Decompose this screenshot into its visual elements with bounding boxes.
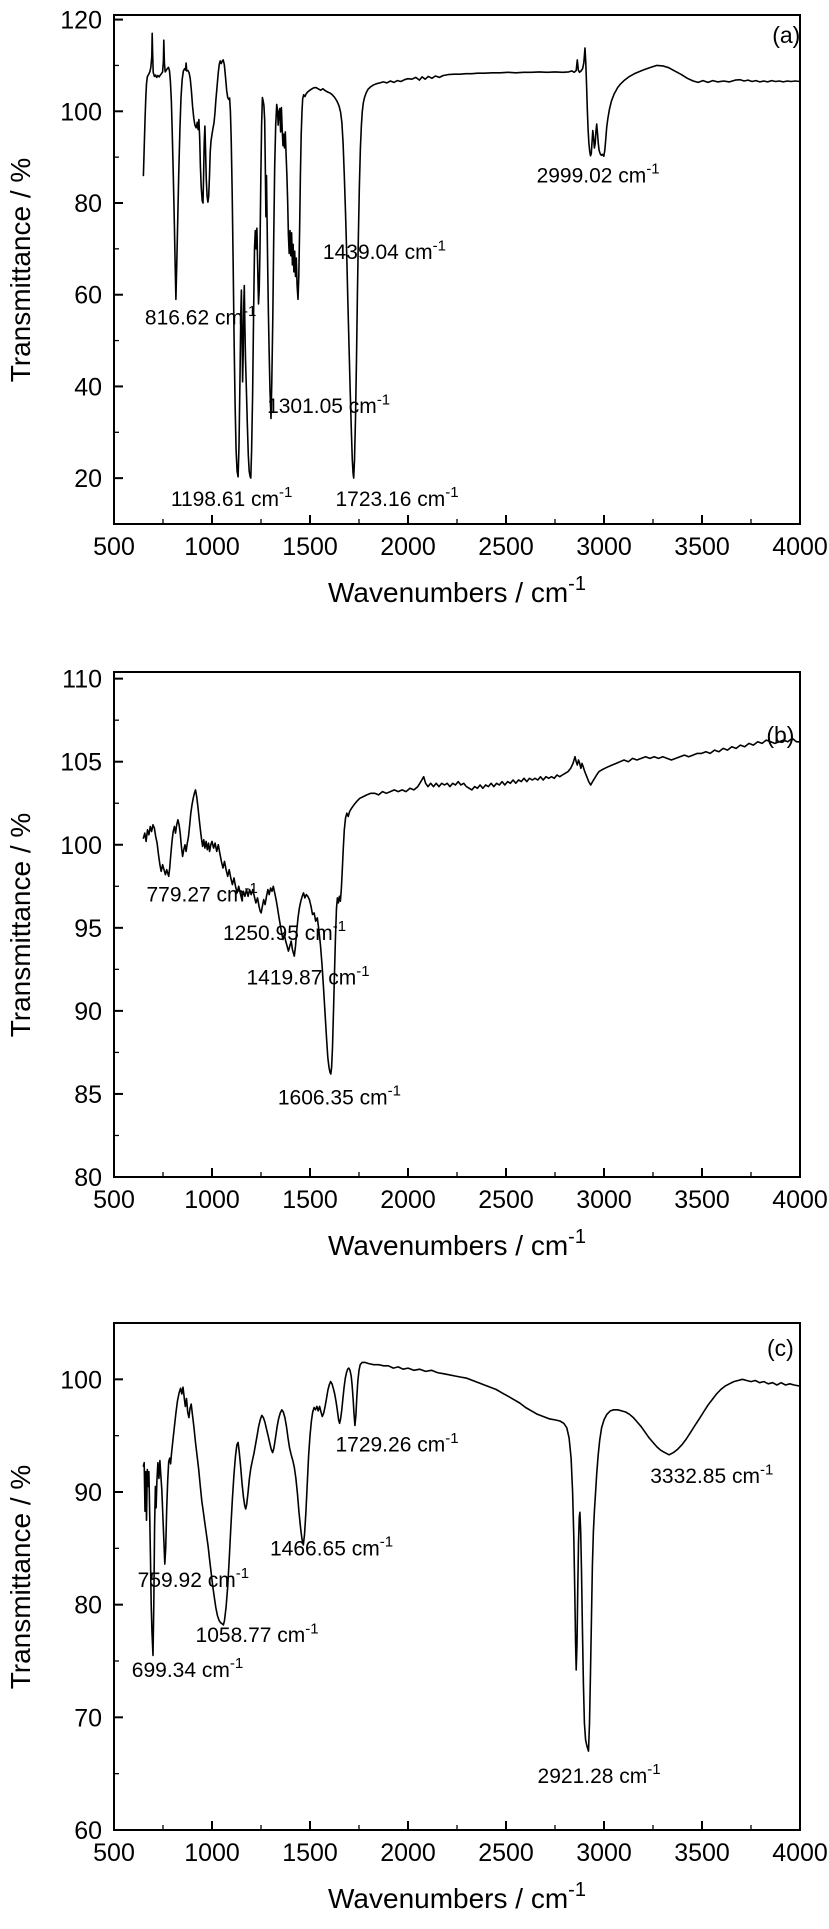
x-tick-label: 1500 <box>282 1186 338 1214</box>
y-tick-label: 100 <box>60 1366 102 1394</box>
panel-letter: (a) <box>772 22 800 48</box>
x-tick-label: 3000 <box>576 533 632 561</box>
x-tick-label: 2000 <box>380 1839 436 1867</box>
x-axis-title: Wavenumbers / cm-1 <box>328 1879 586 1914</box>
y-axis-title: Transmittance / % <box>5 158 36 383</box>
panel-letter: (b) <box>766 722 794 748</box>
peak-label: 779.27 cm-1 <box>146 880 257 907</box>
x-tick-label: 2000 <box>380 1186 436 1214</box>
spectrum-curve <box>142 32 801 479</box>
x-tick-label: 1500 <box>282 533 338 561</box>
x-tick-label: 3500 <box>674 1186 730 1214</box>
x-tick-label: 3000 <box>576 1839 632 1867</box>
peak-label: 816.62 cm-1 <box>145 303 256 330</box>
y-tick-label: 120 <box>60 7 102 35</box>
peak-label: 759.92 cm-1 <box>138 1565 249 1592</box>
x-axis-title: Wavenumbers / cm-1 <box>328 573 586 608</box>
x-tick-label: 3000 <box>576 1186 632 1214</box>
y-tick-label: 85 <box>74 1081 102 1109</box>
peak-label: 1058.77 cm-1 <box>196 1620 319 1647</box>
peak-label: 1419.87 cm-1 <box>246 963 369 990</box>
x-tick-label: 1000 <box>184 533 240 561</box>
peak-label: 1606.35 cm-1 <box>278 1082 401 1109</box>
peak-label: 1250.95 cm-1 <box>223 918 346 945</box>
peak-label: 1466.65 cm-1 <box>270 1534 393 1561</box>
y-tick-label: 40 <box>74 373 102 401</box>
y-tick-label: 105 <box>60 749 102 777</box>
y-axis-title: Transmittance / % <box>5 813 36 1038</box>
y-tick-label: 70 <box>74 1704 102 1732</box>
y-tick-label: 110 <box>62 666 102 694</box>
x-tick-label: 3500 <box>674 533 730 561</box>
y-tick-label: 60 <box>74 1817 102 1845</box>
y-tick-label: 80 <box>74 190 102 218</box>
y-tick-label: 95 <box>74 915 102 943</box>
x-tick-label: 3500 <box>674 1839 730 1867</box>
y-axis-title: Transmittance / % <box>5 1465 36 1690</box>
y-tick-label: 100 <box>60 98 102 126</box>
peak-label: 699.34 cm-1 <box>132 1655 243 1682</box>
y-tick-label: 90 <box>74 998 102 1026</box>
x-tick-label: 2500 <box>478 1186 534 1214</box>
peak-label: 1729.26 cm-1 <box>335 1430 458 1457</box>
y-tick-label: 90 <box>74 1479 102 1507</box>
y-tick-label: 60 <box>74 282 102 310</box>
x-tick-label: 4000 <box>772 533 828 561</box>
y-tick-label: 80 <box>74 1164 102 1192</box>
peak-label: 1301.05 cm-1 <box>267 391 390 418</box>
x-tick-label: 1500 <box>282 1839 338 1867</box>
y-tick-label: 80 <box>74 1592 102 1620</box>
x-tick-label: 500 <box>93 533 135 561</box>
peak-label: 1723.16 cm-1 <box>335 484 458 511</box>
spectrum-chart-a: 500 1000 1500 2000 2500 3000 3500 4000 20 40 60 80 1… <box>5 7 828 608</box>
panel-letter: (c) <box>767 1335 794 1361</box>
spectrum-curve <box>142 1361 801 1752</box>
x-tick-label: 1000 <box>184 1839 240 1867</box>
spectrum-curve <box>142 737 801 1075</box>
x-axis-title: Wavenumbers / cm-1 <box>328 1226 586 1261</box>
x-tick-label: 4000 <box>772 1186 828 1214</box>
y-tick-label: 20 <box>74 465 102 493</box>
spectrum-chart-c: 500 1000 1500 2000 2500 3000 3500 4000 60 70 80 90 1… <box>5 1322 828 1914</box>
x-tick-label: 1000 <box>184 1186 240 1214</box>
x-tick-label: 500 <box>93 1186 135 1214</box>
peak-label: 2999.02 cm-1 <box>537 161 660 188</box>
x-tick-label: 2000 <box>380 533 436 561</box>
spectrum-chart-b: 500 1000 1500 2000 2500 3000 3500 4000 80 85 90 95 1… <box>5 666 828 1261</box>
x-tick-label: 4000 <box>772 1839 828 1867</box>
peak-label: 2921.28 cm-1 <box>538 1761 661 1788</box>
x-tick-label: 500 <box>93 1839 135 1867</box>
x-tick-label: 2500 <box>478 533 534 561</box>
peak-label: 3332.85 cm-1 <box>650 1461 773 1488</box>
x-tick-label: 2500 <box>478 1839 534 1867</box>
peak-label: 1439.04 cm-1 <box>323 237 446 264</box>
peak-label: 1198.61 cm-1 <box>171 484 293 511</box>
y-tick-label: 100 <box>60 832 102 860</box>
plot-frame <box>113 671 801 1178</box>
